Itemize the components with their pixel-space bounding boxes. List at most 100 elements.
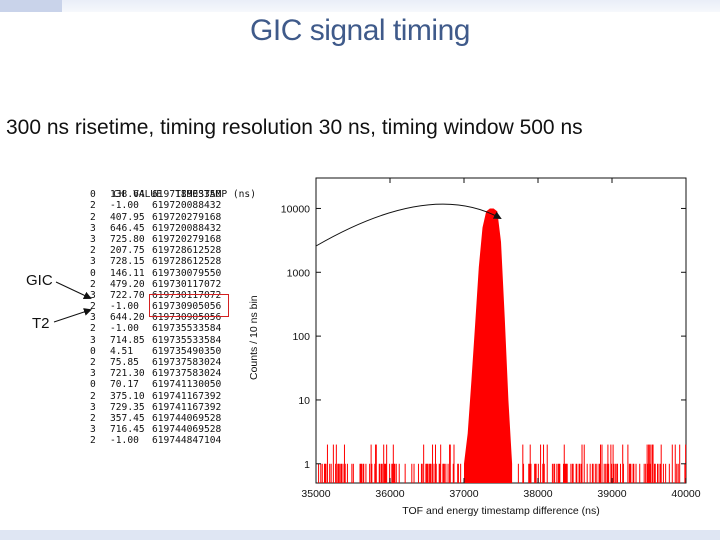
noise-bar xyxy=(398,463,400,483)
cell-value: 75.85 xyxy=(110,357,139,368)
table-row: 2 -1.00 619744847104 xyxy=(90,435,265,446)
noise-bar xyxy=(379,463,381,483)
cell-value: 146.11 xyxy=(110,267,145,279)
y-tick-label: 10000 xyxy=(281,203,310,215)
noise-bar xyxy=(586,463,588,483)
noise-bar xyxy=(563,463,565,483)
cell-value: 729.35 xyxy=(110,401,145,413)
noise-bar xyxy=(351,463,353,483)
noise-bar xyxy=(647,463,649,483)
noise-bar xyxy=(337,463,339,483)
data-table: CH VALUE TIMESTAMP (ns) 0 138.64 61971890335… xyxy=(90,178,265,447)
header-value: VALUE xyxy=(133,189,162,201)
noise-bar xyxy=(443,463,445,483)
noise-bar xyxy=(668,463,670,483)
noise-bar xyxy=(362,463,364,483)
table-row: 0 138.64 619718903350 xyxy=(90,189,265,200)
noise-bar xyxy=(558,463,560,483)
noise-bar xyxy=(340,463,342,483)
noise-bar xyxy=(651,444,653,483)
noise-bar xyxy=(566,463,568,483)
noise-bar xyxy=(599,463,601,483)
x-tick-label: 35000 xyxy=(301,488,330,500)
table-row: 2 -1.00 619720088432 xyxy=(90,200,265,211)
x-axis-label: TOF and energy timestamp difference (ns) xyxy=(402,505,600,517)
noise-bar xyxy=(557,463,559,483)
arrow-to-peak xyxy=(315,203,502,247)
noise-bar xyxy=(589,463,591,483)
slide-title: GIC signal timing xyxy=(250,14,470,47)
noise-bar xyxy=(563,444,565,483)
header-ch: CH xyxy=(113,189,125,201)
cell-ch: 3 xyxy=(90,289,96,301)
noise-bar xyxy=(679,444,681,483)
table-row: 2 -1.00 619735533584 xyxy=(90,323,265,334)
cell-timestamp: 619730905056 xyxy=(152,312,222,324)
cell-value: -1.00 xyxy=(110,200,139,212)
cell-value: 138.64 xyxy=(110,189,145,201)
noise-bar xyxy=(596,463,598,483)
y-tick-label: 1000 xyxy=(287,267,311,279)
noise-bar xyxy=(570,463,572,483)
noise-bar xyxy=(628,463,630,483)
noise-bar xyxy=(421,463,423,483)
cell-value: 721.30 xyxy=(110,368,145,380)
noise-bar xyxy=(341,463,343,483)
x-tick-label: 38000 xyxy=(523,488,552,500)
cell-ch: 3 xyxy=(90,334,96,346)
y-tick-label: 1 xyxy=(304,459,310,471)
x-tick-label: 36000 xyxy=(375,488,404,500)
noise-bar xyxy=(580,463,582,483)
noise-bar xyxy=(553,463,555,483)
noise-bar xyxy=(534,463,536,483)
cell-timestamp: 619741167392 xyxy=(152,390,222,402)
noise-bar xyxy=(659,463,661,483)
noise-bar xyxy=(654,463,656,483)
cell-timestamp: 619730905056 xyxy=(152,301,222,313)
table-row: 3 729.35 619741167392 xyxy=(90,402,265,413)
cell-ch: 3 xyxy=(90,233,96,245)
table-row: 2 -1.00 619730905056 xyxy=(90,301,265,312)
noise-bar xyxy=(432,444,434,483)
table-row: 3 721.30 619737583024 xyxy=(90,368,265,379)
noise-bar xyxy=(603,463,605,483)
noise-bar xyxy=(375,444,377,483)
cell-ch: 0 xyxy=(90,345,96,357)
cell-ch: 2 xyxy=(90,245,96,257)
bottom-band xyxy=(0,530,720,540)
cell-ch: 2 xyxy=(90,323,96,335)
noise-bar xyxy=(457,463,459,483)
noise-bar xyxy=(646,444,648,483)
noise-bar xyxy=(592,463,594,483)
noise-bar xyxy=(385,463,387,483)
bars-layer xyxy=(318,208,687,484)
cell-ch: 2 xyxy=(90,211,96,223)
noise-bar xyxy=(608,463,610,483)
noise-bar xyxy=(617,463,619,483)
noise-bar xyxy=(338,463,340,483)
noise-bar xyxy=(674,444,676,483)
cell-ch: 3 xyxy=(90,401,96,413)
table-row: 3 728.15 619728612528 xyxy=(90,256,265,267)
noise-bar xyxy=(649,463,651,483)
cell-value: 407.95 xyxy=(110,211,145,223)
noise-bar xyxy=(330,463,332,483)
noise-bar xyxy=(321,463,323,483)
noise-bar xyxy=(530,463,532,483)
noise-bar xyxy=(439,463,441,483)
highlight-box xyxy=(149,294,229,317)
noise-bar xyxy=(677,463,679,483)
noise-bar xyxy=(429,463,431,483)
table-row: 0 70.17 619741130050 xyxy=(90,379,265,390)
cell-timestamp: 619737583024 xyxy=(152,368,222,380)
cell-value: 728.15 xyxy=(110,256,145,268)
cell-ch: 0 xyxy=(90,267,96,279)
noise-bar xyxy=(360,463,362,483)
callout-gic: GIC xyxy=(26,272,53,289)
cell-value: 4.51 xyxy=(110,345,134,357)
noise-bar xyxy=(594,463,596,483)
noise-bar xyxy=(320,463,322,483)
noise-bar xyxy=(371,463,373,483)
noise-bar xyxy=(384,463,386,483)
noise-bar xyxy=(671,444,673,483)
